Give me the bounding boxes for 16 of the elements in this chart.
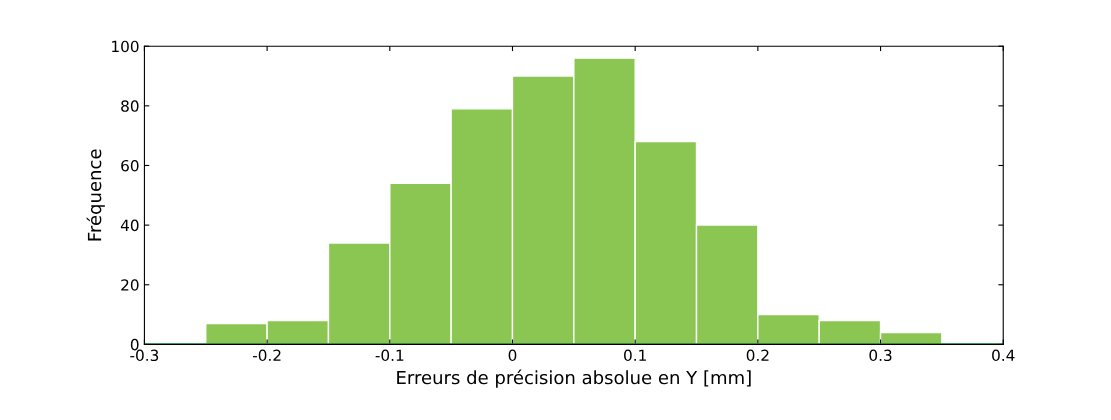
y-tick-label: 100	[112, 40, 139, 53]
x-tick-label: 0.3	[869, 349, 892, 362]
y-tick-label: 20	[121, 279, 139, 291]
y-tick-label: 0	[130, 338, 139, 351]
x-tick-label: -0.2	[252, 349, 281, 362]
x-tick-label: -0.3	[130, 349, 159, 362]
y-axis-title: Fréquence	[86, 149, 105, 241]
y-tick-label: 60	[121, 159, 139, 172]
x-tick-label: 0.1	[624, 349, 646, 362]
y-tick-label: 40	[120, 219, 139, 232]
x-tick-label: 0	[508, 349, 517, 362]
x-tick-label: 0.4	[992, 349, 1015, 362]
x-axis-title: Erreurs de précision absolue en Y [mm]	[397, 369, 751, 388]
x-tick-label: -0.1	[375, 349, 404, 362]
x-tick-label: 0.2	[746, 349, 769, 362]
y-tick-label: 80	[121, 100, 139, 112]
